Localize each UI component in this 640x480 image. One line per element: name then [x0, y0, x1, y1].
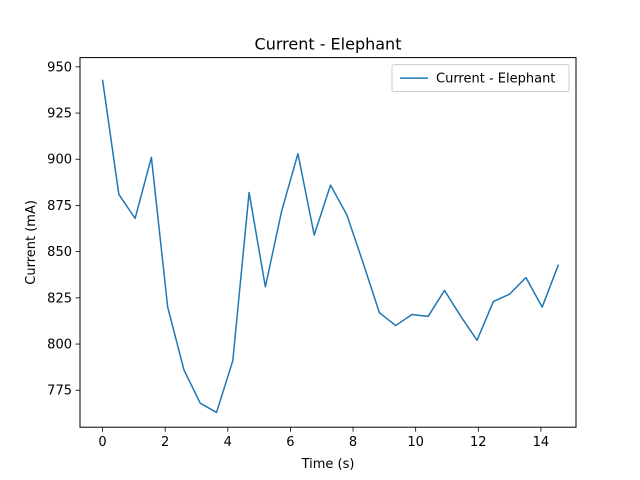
- y-tick-label: 850: [47, 245, 72, 260]
- y-tick-label: 800: [47, 338, 72, 353]
- y-tick-label: 900: [47, 153, 72, 168]
- x-tick-label: 8: [349, 435, 357, 450]
- y-tick-label: 950: [47, 60, 72, 75]
- x-tick-label: 6: [286, 435, 294, 450]
- axis-ticks: 0 2 4 6 8 10 12 14 775 800 825 850 875 900 925 950: [47, 60, 549, 450]
- y-tick-label: 775: [47, 384, 72, 399]
- x-tick-label: 14: [533, 435, 550, 450]
- x-tick-label: 10: [407, 435, 424, 450]
- x-tick-label: 2: [161, 435, 169, 450]
- y-tick-label: 925: [47, 107, 72, 122]
- series-line: [101, 79, 560, 414]
- axes-frame: [79, 57, 577, 428]
- x-axis-label: Time (s): [301, 457, 355, 472]
- x-tick-label: 0: [98, 435, 106, 450]
- plot-area: [101, 79, 560, 414]
- y-tick-label: 875: [47, 199, 72, 214]
- legend-entry: Current - Elephant: [436, 72, 555, 87]
- y-tick-label: 825: [47, 291, 72, 306]
- y-axis-label: Current (mA): [24, 200, 39, 285]
- chart-title: Current - Elephant: [255, 35, 402, 54]
- x-tick-label: 12: [470, 435, 487, 450]
- legend: Current - Elephant: [391, 64, 570, 93]
- x-tick-label: 4: [224, 435, 232, 450]
- legend-box: [391, 64, 570, 93]
